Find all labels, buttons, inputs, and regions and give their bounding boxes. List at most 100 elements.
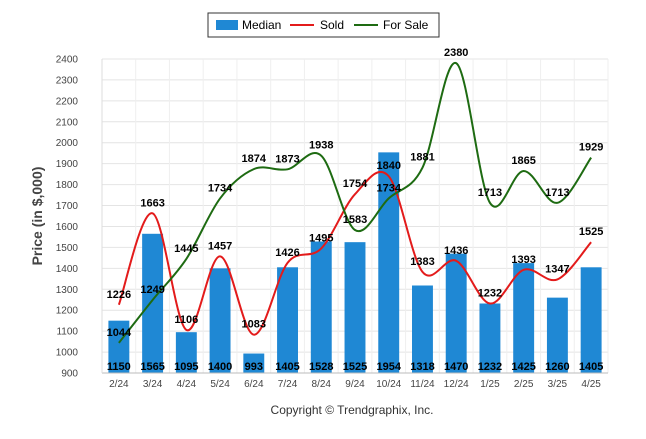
median-value-label-3-24: 1565: [140, 361, 164, 373]
median-value-label-11-24: 1318: [410, 361, 434, 373]
x-tick-label-4-24: 4/24: [177, 379, 197, 390]
median-value-label-7-24: 1405: [275, 361, 299, 373]
median-bar-3-25: [546, 297, 568, 373]
x-tick-label-7-24: 7/24: [278, 379, 298, 390]
median-value-label-12-24: 1470: [444, 361, 468, 373]
y-tick-label: 1800: [56, 180, 79, 191]
for-sale-value-label-1-25: 1713: [478, 187, 502, 199]
median-bar-2-25: [513, 263, 535, 373]
median-bar-2-24: [108, 320, 130, 373]
for-sale-value-label-5-24: 1734: [208, 182, 233, 194]
legend-label-median: Median: [242, 18, 281, 32]
median-value-label-8-24: 1528: [309, 361, 333, 373]
x-tick-label-11-24: 11/24: [410, 379, 435, 390]
median-bar-12-24: [445, 253, 467, 373]
median-value-label-1-25: 1232: [478, 361, 502, 373]
median-bar-3-24: [142, 233, 164, 373]
median-bar-1-25: [479, 303, 501, 373]
x-tick-label-9-24: 9/24: [345, 379, 365, 390]
sold-value-label-1-25: 1232: [478, 288, 502, 300]
median-value-label-2-25: 1425: [511, 361, 535, 373]
sold-value-label-2-24: 1226: [107, 289, 131, 301]
sold-value-label-9-24: 1754: [343, 178, 368, 190]
for-sale-value-label-2-24: 1044: [107, 327, 132, 339]
y-tick-label: 1600: [56, 222, 79, 233]
sold-value-label-4-25: 1525: [579, 226, 603, 238]
median-bar-7-24: [277, 267, 298, 373]
legend-label-for-sale: For Sale: [383, 18, 429, 32]
y-tick-label: 2400: [56, 55, 79, 66]
sold-value-label-2-25: 1393: [511, 254, 535, 266]
median-bar-4-25: [580, 267, 602, 373]
for-sale-value-label-9-24: 1583: [343, 214, 367, 226]
for-sale-value-label-8-24: 1938: [309, 140, 333, 152]
y-tick-label: 1100: [56, 327, 78, 338]
for-sale-line: [118, 62, 592, 344]
for-sale-value-label-7-24: 1873: [275, 153, 299, 165]
median-value-label-2-24: 1150: [107, 361, 131, 373]
y-tick-label: 2300: [56, 75, 79, 86]
copyright-text: Copyright © Trendgraphix, Inc.: [271, 403, 434, 417]
x-tick-label-3-25: 3/25: [548, 379, 568, 390]
sold-value-label-3-24: 1663: [140, 197, 164, 209]
median-bars: [108, 152, 602, 373]
sold-value-label-10-24: 1840: [376, 160, 400, 172]
median-value-label-4-24: 1095: [174, 361, 198, 373]
sold-value-label-8-24: 1495: [309, 232, 333, 244]
x-tick-label-2-24: 2/24: [109, 379, 129, 390]
for-sale-value-label-3-25: 1713: [545, 187, 569, 199]
y-tick-label: 2000: [56, 138, 79, 149]
sold-value-label-7-24: 1426: [275, 247, 299, 259]
median-bar-9-24: [344, 242, 366, 373]
sold-value-label-12-24: 1436: [444, 245, 468, 257]
y-tick-label: 1000: [56, 348, 79, 359]
y-tick-label: 900: [61, 369, 78, 380]
y-axis-title: Price (in $,000): [29, 167, 45, 266]
y-tick-label: 1700: [56, 201, 79, 212]
median-value-label-4-25: 1405: [579, 361, 603, 373]
median-value-label-10-24: 1954: [376, 361, 401, 373]
x-tick-label-6-24: 6/24: [244, 379, 264, 390]
y-tick-label: 1900: [56, 159, 79, 170]
y-tick-label: 2100: [56, 117, 79, 128]
x-tick-label-8-24: 8/24: [312, 379, 332, 390]
x-tick-label-2-25: 2/25: [514, 379, 534, 390]
sold-value-label-6-24: 1083: [242, 319, 266, 331]
median-bar-8-24: [310, 241, 332, 373]
for-sale-value-label-12-24: 2380: [444, 47, 468, 59]
sold-line: [117, 170, 592, 336]
for-sale-value-label-4-25: 1929: [579, 142, 603, 154]
median-bar-10-24: [378, 152, 400, 373]
median-value-label-6-24: 993: [245, 361, 263, 373]
legend-label-sold: Sold: [320, 18, 344, 32]
x-tick-label-1-25: 1/25: [480, 379, 500, 390]
for-sale-value-label-3-24: 1249: [140, 284, 164, 296]
trend-lines: [117, 62, 592, 344]
x-tick-label-5-24: 5/24: [210, 379, 230, 390]
median-bar-4-24: [175, 332, 197, 373]
median-bar-6-24: [243, 353, 265, 373]
median-value-label-5-24: 1400: [208, 361, 232, 373]
median-bar-5-24: [209, 268, 231, 373]
x-tick-label-4-25: 4/25: [581, 379, 601, 390]
for-sale-value-label-2-25: 1865: [511, 155, 535, 167]
y-tick-label: 2200: [56, 96, 79, 107]
for-sale-value-label-11-24: 1881: [410, 152, 434, 164]
x-tick-label-10-24: 10/24: [376, 379, 401, 390]
y-tick-label: 1200: [56, 306, 79, 317]
for-sale-value-label-6-24: 1874: [242, 153, 267, 165]
sold-value-label-11-24: 1383: [410, 256, 434, 268]
for-sale-value-label-10-24: 1734: [376, 182, 401, 194]
legend-swatch-median: [216, 20, 238, 30]
legend: Median Sold For Sale: [207, 12, 440, 38]
y-tick-label: 1300: [56, 285, 79, 296]
data-labels: 1150 1565 1095 1400 993 1405 1528 1525 1954 1318 1…: [107, 47, 604, 373]
y-tick-label: 1500: [56, 243, 79, 254]
sold-value-label-4-24: 1106: [174, 314, 198, 326]
for-sale-value-label-4-24: 1445: [174, 243, 198, 255]
median-bar-11-24: [412, 285, 433, 373]
median-value-label-3-25: 1260: [545, 361, 569, 373]
x-tick-label-3-24: 3/24: [143, 379, 163, 390]
grid: [101, 58, 609, 374]
